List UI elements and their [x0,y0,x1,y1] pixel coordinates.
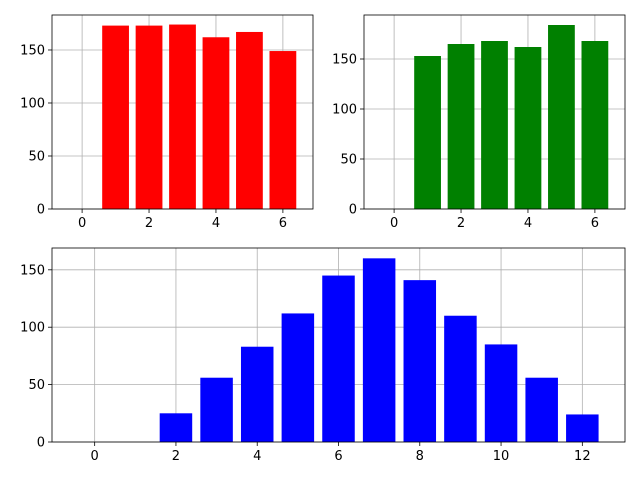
blue-bar-12 [566,414,599,442]
blue-ytick-label-2: 100 [20,321,45,336]
red-ytick-label-2: 100 [20,96,45,111]
red-axes-frame [51,14,314,210]
blue-bar-7 [362,258,396,442]
subplot-blue: 0 2 4 6 8 10 12 0 50 100 150 [20,247,626,464]
red-bar-2 [135,25,163,210]
red-xtick-label-0: 0 [78,216,86,231]
blue-bar-6 [322,275,355,442]
green-xtick-label-0: 0 [390,216,398,231]
blue-ytick-label-3: 150 [20,263,45,278]
blue-xtick-label-1: 2 [172,449,180,464]
green-bar-6 [581,41,609,209]
green-ytick-label-1: 50 [340,153,357,168]
green-ytick-label-0: 0 [349,203,357,218]
red-bar-5 [236,31,263,210]
red-xtick-label-2: 4 [212,216,220,231]
blue-bar-3 [200,377,233,442]
red-bar-4 [202,37,230,209]
green-ytick-label-2: 100 [332,103,357,118]
green-xtick-label-2: 4 [524,216,532,231]
green-xtick-label-1: 2 [457,216,465,231]
red-xtick-label-3: 6 [279,216,287,231]
subplot-green: 0 2 4 6 0 50 100 150 [332,14,626,231]
blue-xtick-label-3: 6 [334,449,342,464]
blue-ytick-label-0: 0 [37,436,45,451]
green-xtick-label-3: 6 [591,216,599,231]
green-bar-2 [447,44,475,209]
blue-xtick-label-0: 0 [91,449,99,464]
green-axes-frame [363,14,626,210]
red-ytick-label-1: 50 [28,149,45,164]
green-bar-1 [414,56,441,209]
blue-bar-2 [159,413,193,442]
green-bar-4 [514,47,542,209]
blue-bar-9 [444,315,477,442]
red-ytick-label-0: 0 [37,203,45,218]
blue-bar-11 [525,377,558,442]
red-bar-3 [169,24,196,209]
red-bar-6 [269,51,297,209]
blue-xtick-label-5: 10 [493,449,510,464]
red-xtick-label-1: 2 [145,216,153,231]
blue-xtick-label-2: 4 [253,449,261,464]
blue-ytick-label-1: 50 [28,378,45,393]
red-ytick-label-3: 150 [20,43,45,58]
red-bar-1 [102,25,129,210]
blue-xtick-label-6: 12 [574,449,591,464]
green-ytick-label-3: 150 [332,53,357,68]
green-bar-5 [548,25,575,209]
blue-bar-8 [403,280,437,442]
blue-bar-10 [484,344,518,442]
subplot-red: 0 2 4 6 0 50 100 150 [20,14,314,231]
blue-bar-5 [281,313,315,442]
blue-bar-4 [240,346,274,442]
blue-xtick-label-4: 8 [416,449,424,464]
green-bar-3 [481,41,508,209]
